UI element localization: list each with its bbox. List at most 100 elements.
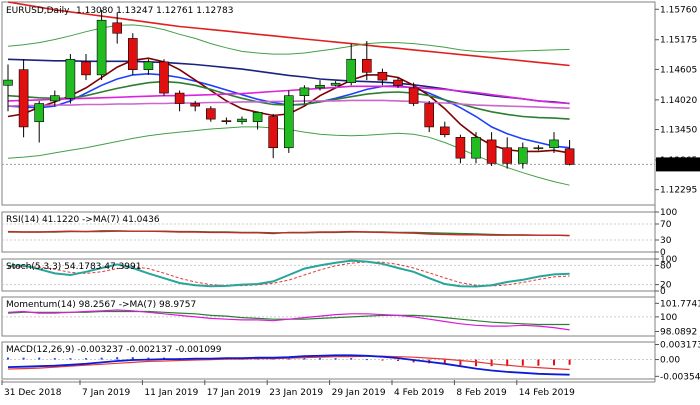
candle-body [81,61,91,76]
macd-hist-bar [53,358,56,360]
candle-body [49,95,60,102]
stoch-tick-label: 20 [660,281,672,291]
macd-hist-bar [537,359,540,366]
main-tick-label: 1.12295 [660,186,697,196]
candle-body [549,139,559,149]
time-tick-label: 17 Jan 2019 [207,388,261,398]
macd-tick-label: -0.003542 [660,372,700,382]
panel-frame-macd [1,341,656,380]
time-tick-label: 4 Feb 2019 [394,388,445,398]
candle-body [65,58,76,99]
time-tick-label: 23 Jan 2019 [269,388,323,398]
momentum-label: Momentum(14) 98.2567 ->MA(7) 98.9757 [6,300,196,310]
macd-tick-label: 0.003173 [660,340,700,350]
macd-hist-bar [365,359,368,361]
candle-body [283,95,294,149]
candle-body [190,103,200,107]
ohlc-header: 1.13080 1.13247 1.12761 1.12783 [76,6,233,16]
candle-body [237,118,247,123]
rsi-line [7,230,570,237]
main-tick-label: 1.14020 [660,96,697,106]
macd-hist-bar [506,359,509,367]
macd-hist-bar [459,359,462,366]
stoch-label: Stoch(5,3,3) 54.1783 47.3991 [6,262,141,272]
time-tick-label: 11 Jan 2019 [144,388,198,398]
candle-body [502,147,513,164]
macd-hist-bar [7,357,9,360]
candle-body [408,87,419,104]
momentum-tick-label: 98.0892 [660,327,697,337]
macd-label: MACD(12,26,9) -0.003237 -0.002137 -0.001… [6,345,222,355]
momentum-tick-label: 100 [660,313,677,323]
macd-hist-bar [412,359,415,363]
macd-hist-bar [287,358,290,360]
rsi-tick-label: 100 [660,208,677,218]
current-price-box [656,157,700,172]
macd-hist-bar [85,358,87,360]
stoch-k-line [7,259,570,288]
candle-body [486,139,497,164]
stoch-tick-label: 100 [660,255,677,265]
candle-body [112,22,122,34]
rsi-tick-label: 30 [660,236,672,246]
macd-hist-bar [38,357,41,360]
time-tick-label: 31 Dec 2018 [4,388,62,398]
candle-body [471,137,481,159]
macd-hist-bar [521,359,524,366]
stoch-tick-label: 0 [660,287,666,297]
momentum-line [7,309,570,331]
macd-hist-bar [147,357,150,360]
candle-body [252,112,263,123]
main-tick-label: 1.15760 [660,5,697,15]
candle-body [330,82,341,86]
macd-hist-bar [116,357,119,360]
candle-body [393,79,403,86]
candle-body [159,61,169,94]
macd-hist-bar [303,358,306,360]
macd-line [7,354,570,376]
candle-body [128,38,138,70]
macd-hist-bar [475,359,477,367]
candle-body [564,148,575,165]
candle-body [346,58,357,83]
stoch-tick-label: 80 [660,261,672,271]
stoch-d-line [7,261,570,287]
macd-hist-bar [381,359,384,361]
candle-body [455,137,466,159]
candle-body [96,19,107,76]
candle-body [533,147,544,150]
time-tick-label: 7 Jan 2019 [82,388,130,398]
candle-body [174,92,185,104]
main-tick-label: 1.14605 [660,65,697,75]
macd-hist-bar [553,359,555,366]
macd-hist-bar [443,359,446,365]
candle-body [299,87,310,96]
main-tick-label: 1.15175 [660,36,697,46]
candle-body [439,126,450,136]
momentum-tick-label: 101.7741 [660,299,700,309]
macd-tick-label: 0.00 [660,356,680,366]
candle-body [268,116,279,149]
macd-hist-bar [319,358,321,360]
macd-hist-bar [100,357,103,360]
rsi-tick-label: 0 [660,248,666,258]
macd-hist-bar [568,359,571,365]
candle-body [315,84,325,89]
candle-body [424,103,435,128]
macd-hist-bar [69,358,72,360]
rsi-label: RSI(14) 41.1220 ->MA(7) 41.0436 [6,215,160,225]
candle-body [18,69,29,128]
candle-body [517,147,528,164]
macd-hist-bar [22,357,25,360]
macd-hist-bar [397,359,399,361]
candle-body [143,61,154,70]
time-tick-label: 14 Feb 2019 [519,388,575,398]
time-tick-label: 8 Feb 2019 [456,388,507,398]
instrument-label: EURUSD,Daily [6,6,70,16]
time-tick-label: 29 Jan 2019 [332,388,386,398]
macd-hist-bar [334,358,337,360]
candle-body [3,79,13,86]
macd-hist-bar [350,358,353,360]
